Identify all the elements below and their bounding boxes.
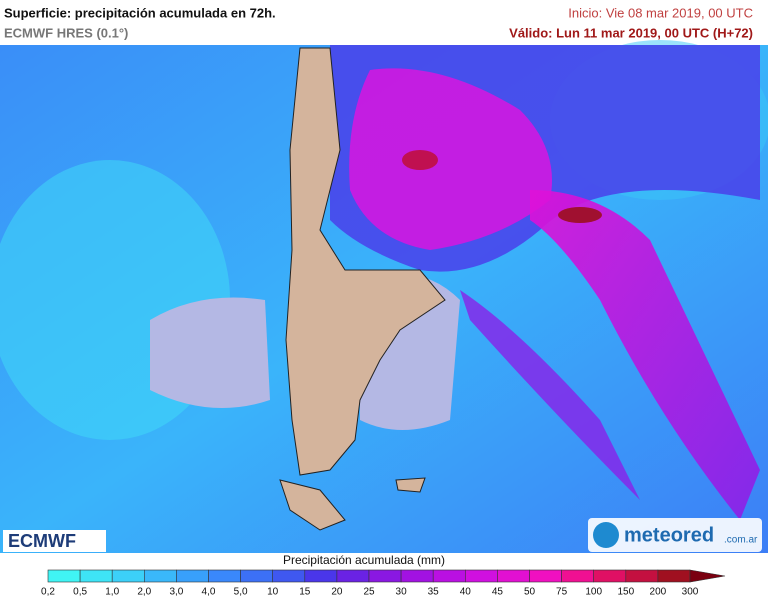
legend-label: 40 [460,587,472,598]
ecmwf-logo: ECMWF [8,531,76,551]
legend-label: 300 [682,587,699,598]
color-box [272,569,306,583]
title: Superficie: precipitación acumulada en 7… [4,5,276,20]
valid-time: Válido: Lun 11 mar 2019, 00 UTC (H+72) [509,25,753,40]
meteored-logo-bg [588,518,762,552]
color-box [368,569,402,583]
legend-label: 50 [524,587,536,598]
colorbar: 0,2 0,5 1,0 2,0 3,0 4,0 5,0 10 15 20 25 30 35 40 45 50 7… [41,569,726,598]
legend-label: 100 [585,587,602,598]
color-box [529,569,562,583]
legend-label: 200 [650,587,667,598]
meteored-logo: meteored [624,524,714,546]
meteored-domain: .com.ar [724,535,758,546]
color-box [400,569,434,583]
legend-title: Precipitación acumulada (mm) [283,553,445,567]
legend-label: 1,0 [105,587,119,598]
legend-label: 10 [267,587,279,598]
max-precip [558,207,602,223]
precip-band [460,290,640,500]
color-box [208,569,241,583]
legend-label: 20 [331,587,343,598]
color-box [144,569,177,583]
color-box [561,569,594,583]
legend-label: 30 [396,587,408,598]
land [285,47,446,476]
color-box [176,569,209,583]
color-box [593,569,627,583]
color-box [657,569,691,583]
init-time: Inicio: Vie 08 mar 2019, 00 UTC [568,5,753,20]
map [0,40,768,553]
ecmwf-logo-bg [3,530,106,552]
legend-label: 150 [617,587,634,598]
color-box [625,569,659,583]
legend-label: 0,5 [73,587,87,598]
color-box [336,569,370,583]
max-precip [402,150,438,170]
legend-label: 15 [299,587,311,598]
color-box [47,569,81,583]
color-box [432,569,466,583]
heavy-precip [349,68,552,250]
color-box [304,569,338,583]
legend-label: 35 [428,587,440,598]
precip-band [530,190,760,520]
land [395,477,426,493]
color-box [111,569,145,583]
legend-label: 25 [363,587,375,598]
legend-label: 4,0 [202,587,216,598]
legend-label: 45 [492,587,504,598]
model: ECMWF HRES (0.1°) [4,25,128,40]
legend-label: 2,0 [137,587,151,598]
dry-area [150,297,270,408]
legend-label: 0,2 [41,587,55,598]
color-box [497,569,530,583]
legend-label: 5,0 [234,587,248,598]
color-arrow [689,569,726,583]
land [279,479,346,531]
legend-label: 3,0 [169,587,183,598]
legend-label: 75 [556,587,568,598]
color-box [464,569,498,583]
color-box [79,569,113,583]
color-box [240,569,274,583]
meteored-icon [593,522,619,548]
